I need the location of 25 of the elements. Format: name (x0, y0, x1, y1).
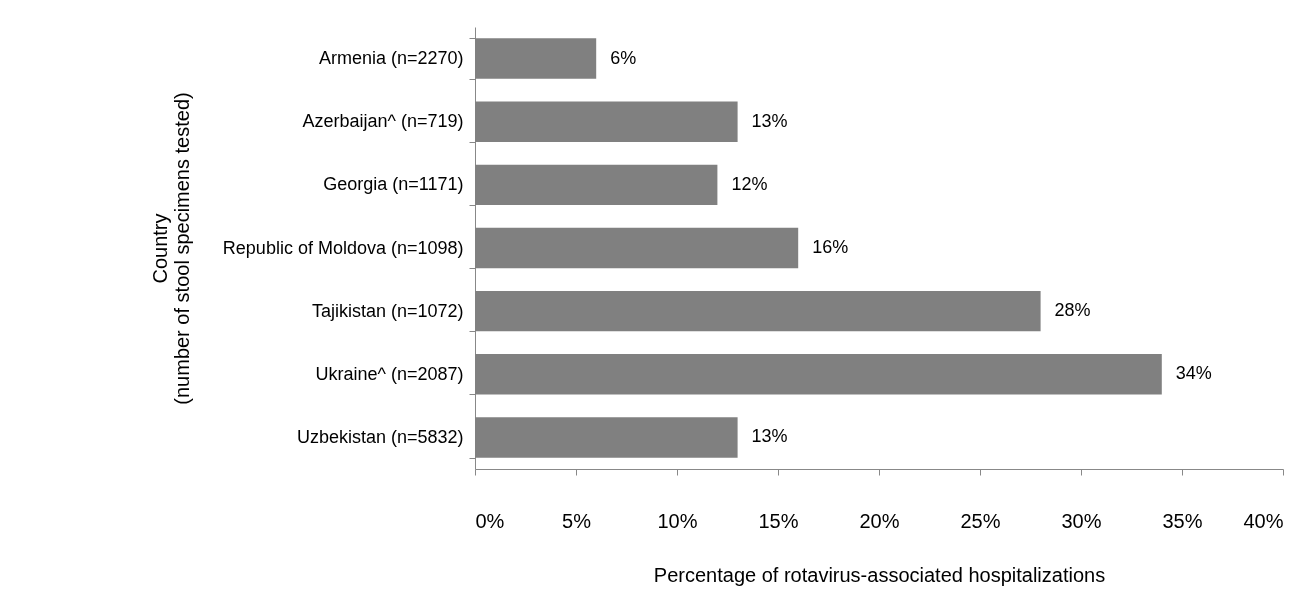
x-tick-label: 30% (1061, 509, 1102, 532)
y-tick-label: Georgia (n=1171) (323, 174, 464, 195)
y-tick-label: Tajikistan (n=1072) (311, 300, 464, 321)
data-label: 6% (610, 47, 637, 68)
y-tick-label: Republic of Moldova (n=1098) (222, 237, 464, 258)
data-label: 12% (731, 173, 768, 194)
y-tick-label: Azerbaijan^ (n=719) (302, 111, 464, 132)
data-label: 34% (1175, 363, 1212, 384)
x-tick-label: 5% (562, 509, 592, 532)
y-tick-label: Uzbekistan (n=5832) (296, 426, 464, 447)
data-label: 13% (751, 426, 788, 447)
data-label: 13% (751, 110, 788, 131)
x-tick-label: 0% (475, 509, 505, 532)
y-tick-label: Armenia (n=2270) (318, 48, 464, 69)
x-tick-label: 10% (657, 509, 698, 532)
x-tick-label: 40% (1243, 509, 1284, 532)
x-tick-label: 25% (960, 509, 1001, 532)
y-tick-label: Ukraine^ (n=2087) (315, 363, 464, 384)
x-tick-label: 35% (1162, 509, 1203, 532)
x-axis-title: Percentage of rotavirus-associated hospitalizations (653, 563, 1106, 586)
x-tick-label: 15% (758, 509, 799, 532)
x-tick-label: 20% (859, 509, 900, 532)
data-label: 16% (812, 237, 849, 257)
y-axis-title: Country (number of stool specimens tested) (148, 92, 193, 405)
data-label: 28% (1054, 300, 1091, 321)
